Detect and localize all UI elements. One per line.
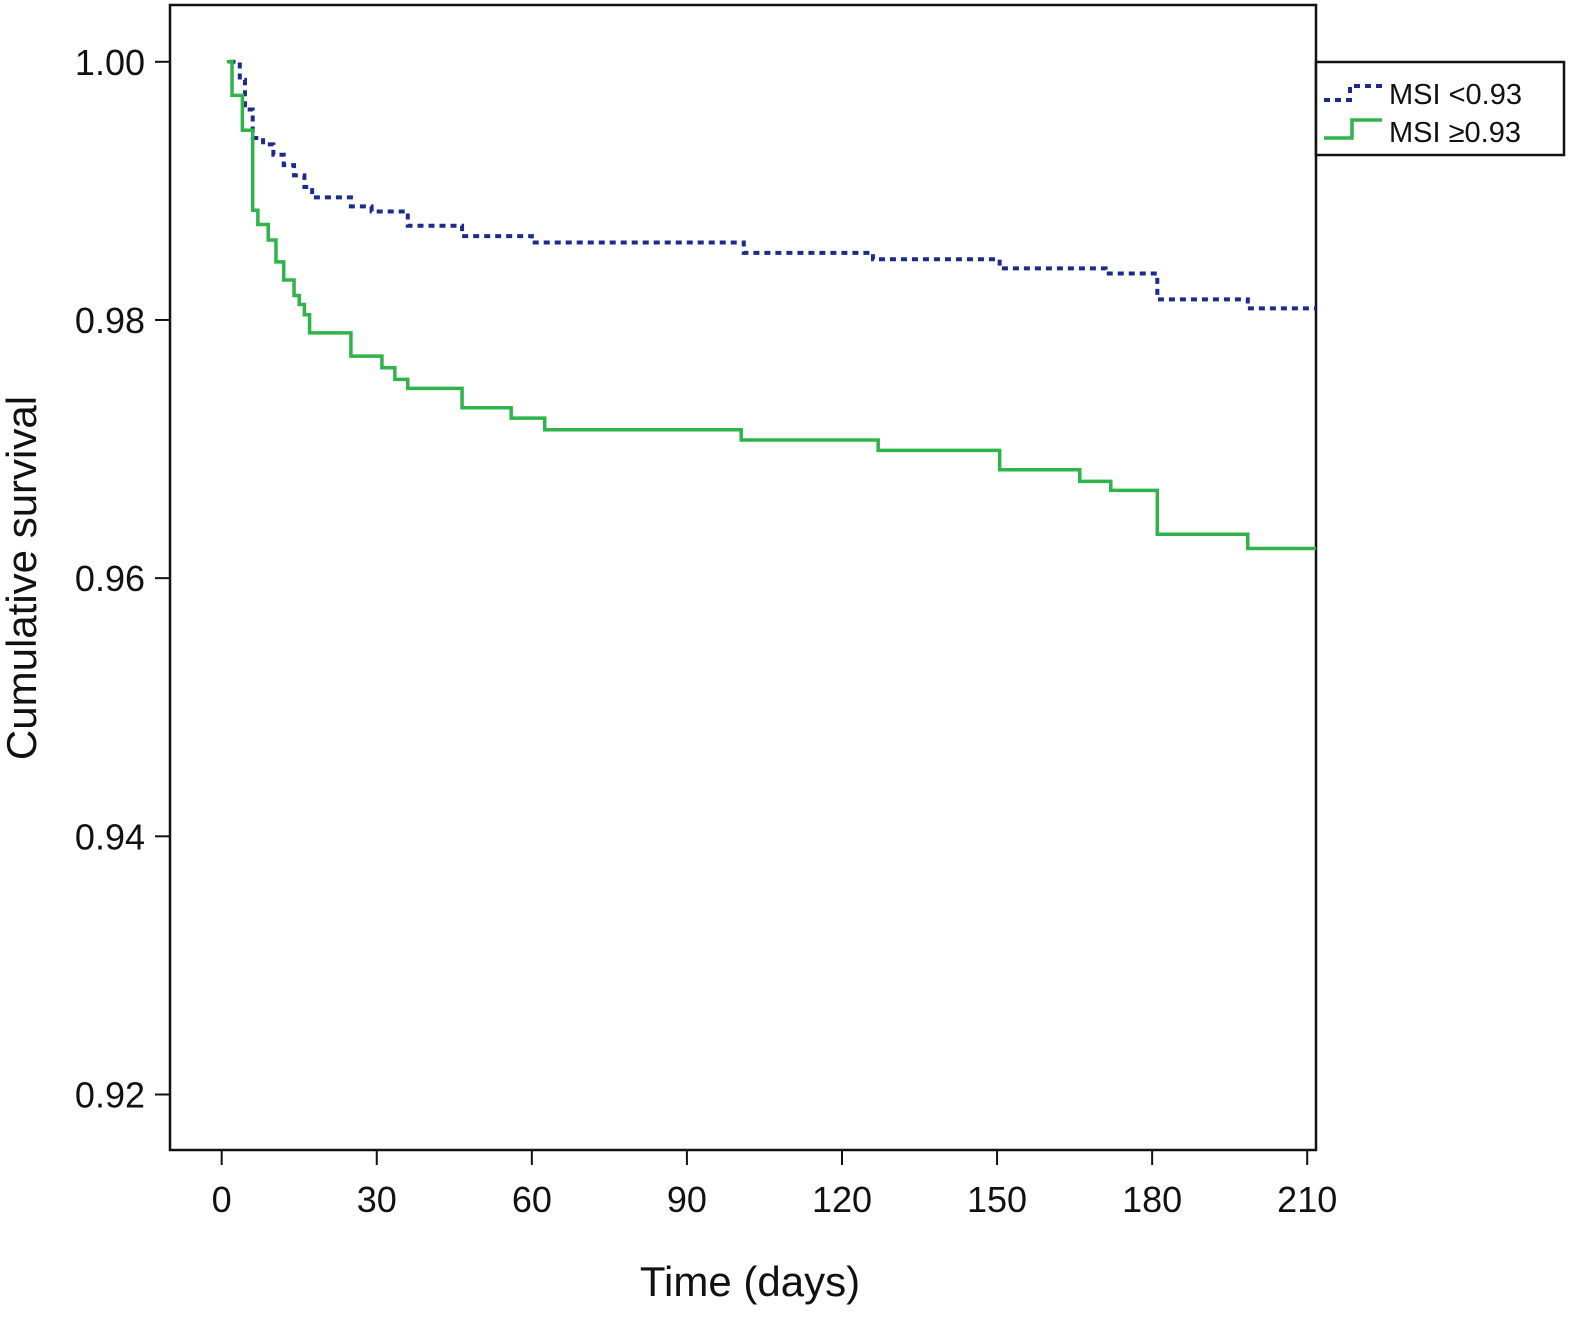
series-line-msi-low bbox=[229, 62, 1316, 309]
y-axis-label: Cumulative survival bbox=[0, 396, 45, 760]
x-tick-label: 0 bbox=[212, 1179, 232, 1220]
x-axis: 0 30 60 90 120 150 180 210 bbox=[212, 1150, 1338, 1220]
series-line-msi-high bbox=[227, 62, 1316, 549]
y-tick-label: 1.00 bbox=[75, 42, 145, 83]
x-tick-label: 30 bbox=[357, 1179, 397, 1220]
x-tick-label: 120 bbox=[812, 1179, 872, 1220]
x-tick-label: 180 bbox=[1122, 1179, 1182, 1220]
y-axis: 1.00 0.98 0.96 0.94 0.92 bbox=[75, 42, 170, 1116]
y-tick-label: 0.92 bbox=[75, 1074, 145, 1115]
x-tick-label: 60 bbox=[512, 1179, 552, 1220]
x-axis-label: Time (days) bbox=[640, 1258, 860, 1305]
plot-frame bbox=[170, 5, 1316, 1150]
x-tick-label: 90 bbox=[667, 1179, 707, 1220]
y-tick-label: 0.96 bbox=[75, 558, 145, 599]
series-group bbox=[227, 62, 1316, 549]
y-tick-label: 0.94 bbox=[75, 816, 145, 857]
y-tick-label: 0.98 bbox=[75, 300, 145, 341]
legend-label-msi-high: MSI ≥0.93 bbox=[1389, 117, 1521, 149]
legend: MSI <0.93 MSI ≥0.93 bbox=[1316, 62, 1564, 155]
legend-label-msi-low: MSI <0.93 bbox=[1389, 79, 1522, 111]
x-tick-label: 150 bbox=[967, 1179, 1027, 1220]
x-tick-label: 210 bbox=[1277, 1179, 1337, 1220]
